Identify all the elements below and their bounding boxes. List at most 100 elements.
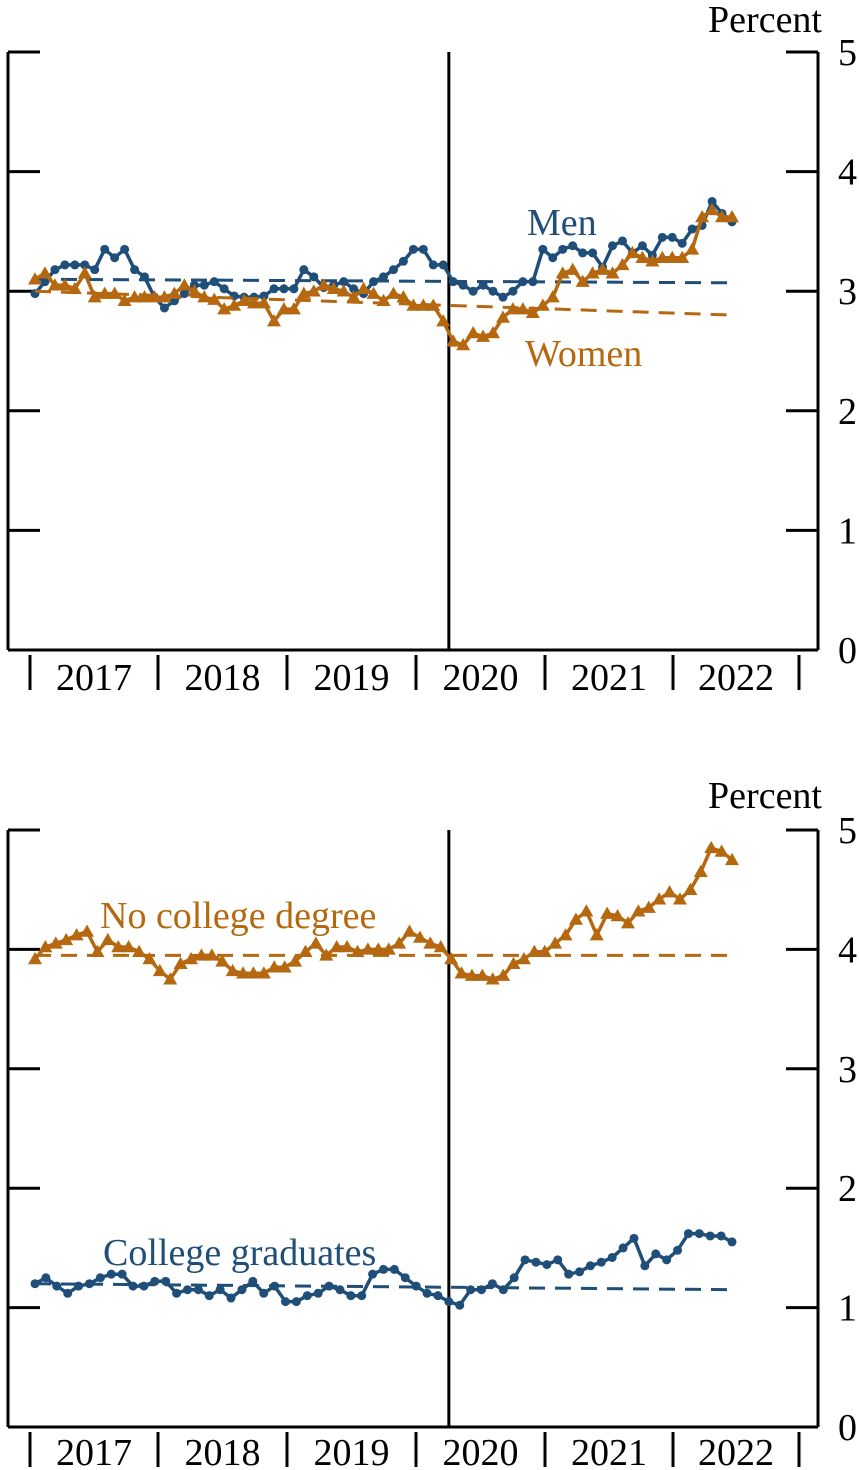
data-point xyxy=(350,944,365,958)
data-point xyxy=(70,260,80,270)
data-point xyxy=(270,1281,280,1291)
data-point xyxy=(97,286,112,299)
data-point xyxy=(705,202,720,216)
data-point xyxy=(63,1288,73,1298)
y-tick-label: 4 xyxy=(838,152,857,194)
data-point xyxy=(685,242,700,255)
data-point xyxy=(60,260,70,270)
data-point xyxy=(607,1252,617,1262)
data-point xyxy=(106,1269,116,1279)
y-tick-label: 5 xyxy=(838,810,857,852)
data-point xyxy=(542,1260,552,1270)
data-point xyxy=(527,944,542,958)
y-tick-label: 0 xyxy=(838,630,857,672)
data-point xyxy=(695,210,710,223)
data-point xyxy=(568,241,578,251)
data-point xyxy=(47,278,62,291)
data-point xyxy=(163,972,178,985)
data-point xyxy=(204,948,219,961)
data-point xyxy=(107,286,122,299)
data-point xyxy=(117,1269,127,1279)
data-point xyxy=(110,253,120,263)
data-point xyxy=(487,1279,497,1289)
data-point xyxy=(184,951,199,965)
data-point xyxy=(617,236,627,246)
data-point xyxy=(508,286,518,296)
data-point xyxy=(142,951,157,965)
data-point xyxy=(326,281,341,295)
y-tick-label: 1 xyxy=(838,510,857,552)
data-point xyxy=(360,942,375,955)
data-point xyxy=(173,956,188,969)
data-point xyxy=(329,940,344,953)
data-point xyxy=(466,1285,476,1295)
data-point xyxy=(246,966,261,979)
data-point xyxy=(194,948,209,961)
y-tick-label: 1 xyxy=(838,1288,857,1330)
data-point xyxy=(74,1281,84,1291)
data-point xyxy=(50,265,60,275)
data-point xyxy=(418,244,428,254)
data-point xyxy=(379,1264,388,1274)
data-point xyxy=(683,1229,693,1239)
data-point xyxy=(120,244,130,254)
data-point xyxy=(585,266,600,279)
data-point xyxy=(516,951,531,965)
data-point xyxy=(466,326,481,339)
x-tick-label: 2018 xyxy=(185,657,261,699)
data-point xyxy=(531,1257,541,1267)
data-point xyxy=(257,296,272,309)
data-point xyxy=(553,1255,563,1265)
y-tick-label: 3 xyxy=(838,271,857,313)
data-point xyxy=(694,1229,704,1239)
data-point xyxy=(496,968,511,981)
data-point xyxy=(525,305,540,318)
data-point xyxy=(357,1291,367,1301)
data-point xyxy=(368,1269,378,1279)
data-point xyxy=(77,266,92,279)
data-point xyxy=(555,266,570,279)
data-point xyxy=(488,286,498,296)
data-point xyxy=(371,942,386,955)
data-point xyxy=(565,262,580,275)
data-point xyxy=(279,284,289,294)
x-tick-label: 2019 xyxy=(314,657,390,699)
y-tick-label: 4 xyxy=(838,929,857,971)
x-tick-label: 2019 xyxy=(314,1432,390,1470)
data-point xyxy=(289,284,299,294)
data-point xyxy=(667,232,677,242)
data-point xyxy=(306,284,321,297)
data-point xyxy=(589,928,604,941)
data-point xyxy=(641,900,656,913)
data-point xyxy=(548,253,558,263)
data-point xyxy=(455,1300,465,1310)
data-point xyxy=(683,882,698,895)
data-point xyxy=(438,260,448,270)
data-point xyxy=(336,284,351,297)
data-point xyxy=(651,1249,661,1259)
data-point xyxy=(693,864,708,878)
data-point xyxy=(193,1285,203,1295)
data-point xyxy=(640,1261,650,1271)
data-point xyxy=(629,1233,639,1243)
data-point xyxy=(28,272,42,285)
data-point xyxy=(652,892,667,905)
data-point xyxy=(515,302,530,315)
data-point xyxy=(100,244,110,254)
data-point xyxy=(677,238,687,248)
data-point xyxy=(564,1269,574,1279)
data-point xyxy=(269,284,279,294)
data-point xyxy=(157,290,172,303)
data-point xyxy=(379,272,388,282)
data-point xyxy=(30,1279,40,1289)
data-point xyxy=(302,1291,312,1301)
data-point xyxy=(67,281,82,295)
data-point xyxy=(620,916,635,929)
data-point xyxy=(37,266,52,279)
data-point xyxy=(588,248,598,258)
y-tick-label: 2 xyxy=(838,1168,857,1210)
data-point xyxy=(610,908,625,922)
data-point xyxy=(266,314,281,327)
data-point xyxy=(356,281,371,295)
data-point xyxy=(309,272,319,282)
